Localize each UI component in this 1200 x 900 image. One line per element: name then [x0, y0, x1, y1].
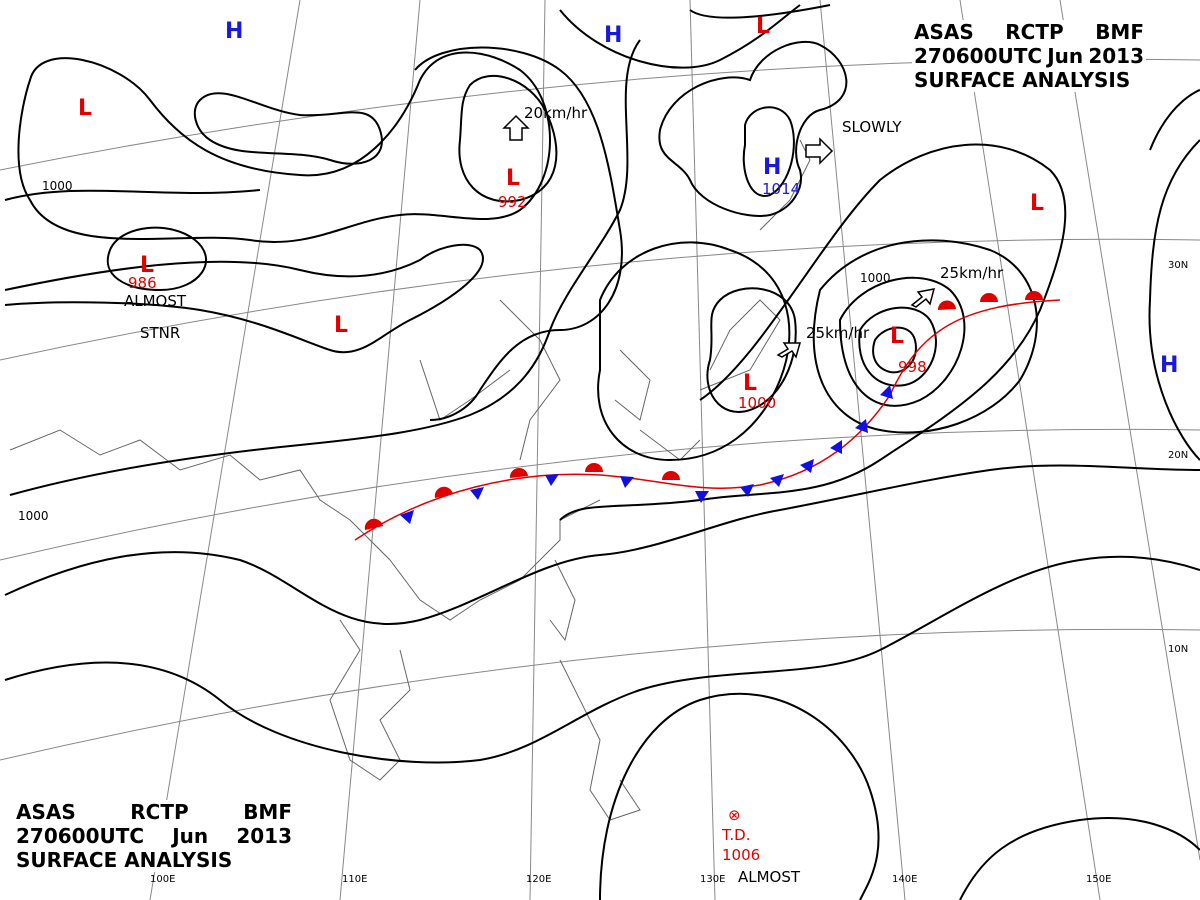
header-bottom-left: ASAS RCTP BMF 270600UTC Jun 2013 SURFACE…: [14, 800, 294, 872]
lon-label: 140E: [892, 874, 917, 885]
motion-label: 25km/hr: [940, 264, 1004, 282]
lon-label: 120E: [526, 874, 551, 885]
td-label: T.D.: [721, 826, 750, 844]
high-marker: H: [763, 155, 781, 180]
almost-stnr-note: ALMOST: [124, 292, 187, 310]
front: [354, 291, 1061, 541]
low-value: 992: [498, 193, 527, 211]
td-symbol-icon: ⊗: [728, 806, 741, 824]
high-marker: H: [604, 23, 622, 48]
isobar-label: 1000: [860, 271, 891, 285]
lon-label: 150E: [1086, 874, 1111, 885]
lat-labels: 30N 20N 10N: [1168, 260, 1188, 655]
low-marker: L: [140, 253, 154, 278]
header-type: SURFACE ANALYSIS: [16, 848, 233, 872]
low-marker: L: [506, 166, 520, 191]
high-marker: H: [225, 19, 243, 44]
motion-label: 20km/hr: [524, 104, 588, 122]
coastlines: [9, 139, 811, 821]
almost-stnr-note: STNR: [140, 324, 180, 342]
header-type: SURFACE ANALYSIS: [914, 68, 1131, 92]
lon-label: 110E: [342, 874, 367, 885]
almost-note: ALMOST: [738, 868, 801, 886]
high-marker: H: [1160, 353, 1178, 378]
low-marker: L: [890, 324, 904, 349]
warm-front-pips: [364, 291, 1043, 530]
header-time: 270600UTC: [914, 44, 1043, 68]
isobar-label: 1000: [18, 509, 49, 523]
lat-label: 30N: [1168, 260, 1188, 271]
header-station: RCTP: [130, 800, 189, 824]
tropical-depression: ⊗ T.D. 1006: [721, 806, 760, 864]
header-time: 270600UTC: [16, 824, 145, 848]
low-marker: L: [756, 14, 770, 39]
low-marker: L: [743, 371, 757, 396]
header-issuer: BMF: [243, 800, 292, 824]
header-year: 2013: [1088, 44, 1144, 68]
header-month: Jun: [1047, 44, 1084, 68]
lon-labels: 110E 120E 130E 140E 150E 100E: [150, 874, 1111, 885]
cold-front-barbs: [400, 385, 893, 524]
low-value: 998: [898, 358, 927, 376]
isobar-label: 1000: [42, 179, 73, 193]
low-centres: L L 992 L 986 L L L 1000 L 998 L: [78, 14, 1044, 412]
low-value: 986: [128, 274, 157, 292]
low-value: 1000: [738, 394, 776, 412]
header-top-right: ASAS RCTP BMF 270600UTC Jun 2013 SURFACE…: [912, 20, 1146, 92]
motion-label: SLOWLY: [842, 118, 902, 136]
header-month: Jun: [172, 824, 209, 848]
motion-arrows: [502, 114, 936, 359]
notes: ALMOST STNR ALMOST: [124, 292, 801, 886]
header-issuer: BMF: [1095, 20, 1144, 44]
td-pressure: 1006: [722, 846, 760, 864]
low-marker: L: [78, 96, 92, 121]
lat-label: 20N: [1168, 450, 1188, 461]
header-office: ASAS: [16, 800, 76, 824]
motion-labels: 20km/hr SLOWLY 25km/hr 25km/hr: [524, 104, 1004, 342]
header-office: ASAS: [914, 20, 974, 44]
motion-label: 25km/hr: [806, 324, 870, 342]
low-marker: L: [334, 313, 348, 338]
isobars: [4, 4, 1200, 900]
lon-label: 100E: [150, 874, 175, 885]
header-station: RCTP: [1005, 20, 1064, 44]
high-value: 1014: [762, 180, 800, 198]
low-marker: L: [1030, 191, 1044, 216]
lon-label: 130E: [700, 874, 725, 885]
isobar-labels: 1000 1000 1000: [18, 179, 891, 523]
high-centres: H H H 1014 H: [225, 19, 1178, 378]
lat-label: 10N: [1168, 644, 1188, 655]
header-year: 2013: [236, 824, 292, 848]
